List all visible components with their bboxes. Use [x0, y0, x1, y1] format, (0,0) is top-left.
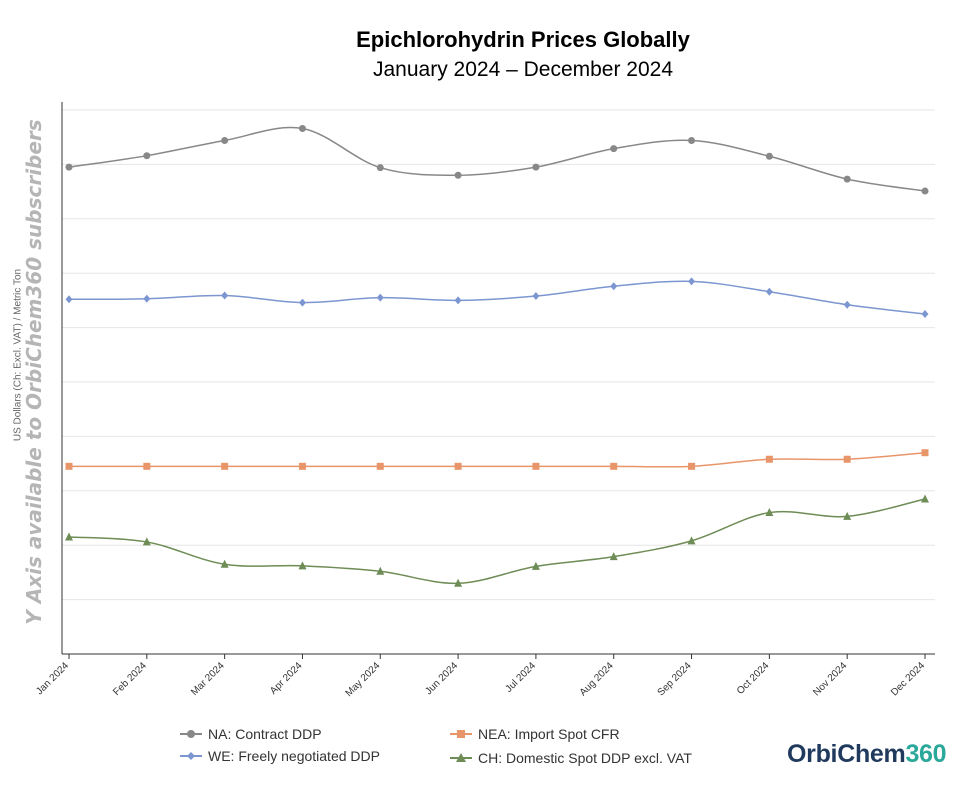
- data-point: [298, 462, 306, 470]
- data-point: [609, 552, 618, 561]
- data-point: [143, 152, 151, 160]
- data-point: [843, 511, 852, 520]
- data-point: [65, 163, 73, 171]
- data-point: [921, 187, 929, 195]
- data-point: [610, 462, 618, 470]
- series-line-3: [68, 498, 926, 585]
- data-point: [376, 566, 385, 575]
- legend-item-ch[interactable]: CH: Domestic Spot DDP excl. VAT: [450, 750, 692, 766]
- data-point: [298, 124, 306, 132]
- data-point: [921, 310, 929, 318]
- orbichem360-logo: OrbiChem360: [787, 740, 947, 768]
- legend-marker-triangle-icon: [450, 753, 472, 762]
- x-tick-label: Jan 2024: [34, 660, 71, 697]
- data-point: [221, 462, 229, 470]
- x-tick-label: Jun 2024: [423, 660, 460, 697]
- x-tick-label: May 2024: [344, 660, 383, 699]
- x-tick-label: Aug 2024: [578, 660, 616, 698]
- data-point: [765, 455, 773, 463]
- data-point: [454, 296, 462, 305]
- x-tick-label: Dec 2024: [889, 660, 927, 698]
- data-point: [376, 164, 384, 172]
- data-point: [65, 462, 73, 470]
- legend-label: CH: Domestic Spot DDP excl. VAT: [478, 750, 692, 766]
- data-point: [298, 561, 307, 570]
- data-point: [532, 462, 540, 470]
- data-point: [143, 294, 151, 303]
- data-point: [532, 292, 540, 301]
- data-point: [298, 298, 306, 307]
- series-line-1: [68, 280, 926, 315]
- data-point: [765, 508, 774, 517]
- data-point: [765, 152, 773, 160]
- data-point: [688, 462, 696, 470]
- legend-label: WE: Freely negotiated DDP: [208, 748, 380, 764]
- data-point: [65, 295, 73, 304]
- legend-item-na[interactable]: NA: Contract DDP: [180, 726, 322, 742]
- x-tick-label: Mar 2024: [189, 660, 227, 698]
- data-point: [143, 462, 151, 470]
- data-point: [142, 537, 151, 546]
- series-line-2: [68, 451, 926, 468]
- legend-item-we[interactable]: WE: Freely negotiated DDP: [180, 748, 380, 764]
- data-point: [843, 175, 851, 183]
- x-tick-label: Feb 2024: [111, 660, 149, 698]
- data-point: [65, 532, 73, 541]
- data-point: [221, 291, 229, 300]
- data-point: [687, 536, 696, 545]
- data-point: [610, 145, 618, 153]
- data-point: [610, 282, 618, 291]
- data-point: [220, 559, 229, 568]
- data-point: [843, 455, 851, 463]
- data-point: [454, 171, 462, 179]
- x-tick-label: Apr 2024: [268, 660, 305, 697]
- data-point: [531, 561, 540, 570]
- legend-marker-square-icon: [450, 730, 472, 738]
- x-tick-label: Sep 2024: [656, 660, 694, 698]
- x-tick-label: Nov 2024: [811, 660, 849, 698]
- chart-title: Epichlorohydrin Prices Globally: [356, 27, 690, 52]
- data-point: [221, 136, 229, 144]
- data-point: [688, 136, 696, 144]
- data-point: [843, 300, 851, 309]
- x-tick-label: Oct 2024: [735, 660, 772, 697]
- legend-marker-diamond-icon: [180, 752, 202, 760]
- legend-label: NEA: Import Spot CFR: [478, 726, 620, 742]
- data-point: [376, 462, 384, 470]
- data-point: [454, 578, 463, 587]
- legend-marker-circle-icon: [180, 730, 202, 738]
- data-point: [921, 449, 929, 457]
- legend-item-nea[interactable]: NEA: Import Spot CFR: [450, 726, 620, 742]
- data-point: [376, 293, 384, 302]
- data-point: [765, 287, 773, 296]
- x-tick-label: Jul 2024: [504, 660, 539, 695]
- data-point: [454, 462, 462, 470]
- data-point: [921, 494, 929, 503]
- data-point: [688, 277, 696, 286]
- series-line-0: [68, 126, 926, 192]
- legend-label: NA: Contract DDP: [208, 726, 322, 742]
- chart-subtitle: January 2024 – December 2024: [372, 58, 674, 81]
- data-point: [532, 163, 540, 171]
